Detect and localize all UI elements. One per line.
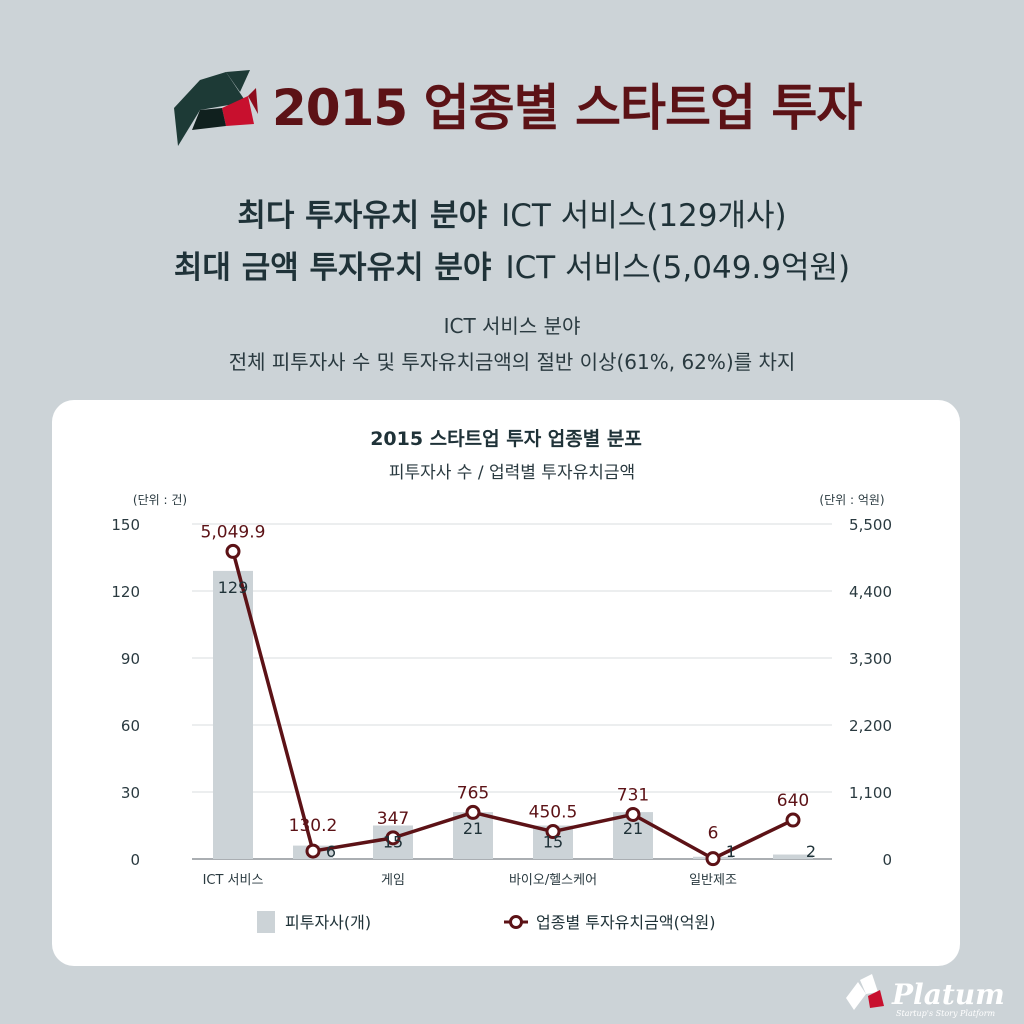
y-left-tick-label: 90 — [121, 650, 140, 668]
line-data-label: 130.2 — [289, 816, 338, 836]
summary-line-2: 전체 피투자사 수 및 투자유치금액의 절반 이상(61%, 62%)를 차지 — [228, 350, 796, 374]
series-line — [231, 550, 794, 861]
platum-watermark: Platum Startup's Story Platform — [846, 974, 1005, 1018]
brand-logo-icon — [174, 70, 258, 146]
y-left-unit-label: (단위 : 건) — [133, 493, 187, 507]
line-point — [545, 824, 561, 840]
line-point — [385, 830, 401, 846]
line-point — [785, 812, 801, 828]
highlight-label: 최다 투자유치 분야 — [237, 198, 488, 234]
legend-bar-swatch — [257, 911, 275, 933]
line-point — [225, 543, 241, 559]
bar-data-label: 21 — [463, 819, 483, 838]
bar-data-label: 15 — [543, 833, 563, 852]
page-title: 2015 업종별 스타트업 투자 — [272, 79, 862, 137]
highlight-most-count: 최다 투자유치 분야 ICT 서비스(129개사) — [0, 190, 1024, 242]
bar-data-label: 6 — [326, 842, 336, 861]
y-right-tick-label: 5,500 — [849, 516, 892, 534]
bar-data-label: 2 — [806, 842, 816, 861]
bar-data-label: 129 — [218, 578, 249, 597]
line-point — [305, 843, 321, 859]
bar-data-label: 21 — [623, 819, 643, 838]
platum-brand-text: Platum — [891, 978, 1005, 1011]
y-left-tick-label: 30 — [121, 784, 140, 802]
y-left-tick-label: 60 — [121, 717, 140, 735]
y-right-tick-label: 3,300 — [849, 650, 892, 668]
y-right-tick-label: 2,200 — [849, 717, 892, 735]
y-right-tick-label: 1,100 — [849, 784, 892, 802]
highlight-value: ICT 서비스(5,049.9억원) — [505, 250, 851, 286]
legend-line-label: 업종별 투자유치금액(억원) — [536, 913, 716, 932]
platum-tagline-text: Startup's Story Platform — [896, 1009, 996, 1018]
y-left-tick-label: 150 — [111, 516, 140, 534]
x-tick-label: 게임 — [381, 873, 405, 888]
chart-subtitle: 피투자사 수 / 업력별 투자유치금액 — [389, 463, 635, 483]
line-data-label: 6 — [708, 824, 719, 844]
summary: ICT 서비스 분야 전체 피투자사 수 및 투자유치금액의 절반 이상(61%… — [0, 308, 1024, 380]
line-point — [465, 804, 481, 820]
legend-bar-label: 피투자사(개) — [285, 913, 371, 932]
y-right-tick-label: 4,400 — [849, 583, 892, 601]
bar — [213, 570, 253, 859]
bar-data-label: 1 — [726, 842, 736, 861]
line-point — [625, 806, 641, 822]
x-tick-label: ICT 서비스 — [203, 873, 264, 888]
summary-line-1: ICT 서비스 분야 — [443, 314, 581, 338]
y-right-tick-label: 0 — [882, 851, 892, 869]
legend-line-marker — [509, 915, 523, 929]
highlight-value: ICT 서비스(129개사) — [501, 198, 787, 234]
line-point — [705, 851, 721, 867]
bar-data-label: 15 — [383, 833, 403, 852]
y-left-tick-label: 120 — [111, 583, 140, 601]
line-data-label: 347 — [377, 809, 409, 829]
x-tick-label: 일반제조 — [689, 873, 737, 888]
bar — [453, 812, 493, 859]
highlight-label: 최대 금액 투자유치 분야 — [173, 250, 492, 286]
highlight-max-amount: 최대 금액 투자유치 분야 ICT 서비스(5,049.9억원) — [0, 242, 1024, 294]
x-tick-label: 바이오/헬스케어 — [509, 873, 597, 888]
chart-title: 2015 스타트업 투자 업종별 분포 — [370, 428, 642, 450]
header: 2015 업종별 스타트업 투자 — [0, 58, 1024, 148]
platum-logo-icon — [846, 982, 866, 1010]
line-data-label: 765 — [457, 783, 489, 803]
line-data-label: 450.5 — [529, 803, 578, 823]
highlights: 최다 투자유치 분야 ICT 서비스(129개사) 최대 금액 투자유치 분야 IC… — [0, 190, 1024, 294]
line-data-label: 731 — [617, 785, 649, 805]
y-right-unit-label: (단위 : 억원) — [819, 493, 884, 507]
line-data-label: 640 — [777, 791, 809, 811]
line-data-label: 5,049.9 — [201, 522, 266, 542]
bar — [773, 854, 813, 859]
y-left-tick-label: 0 — [130, 851, 140, 869]
